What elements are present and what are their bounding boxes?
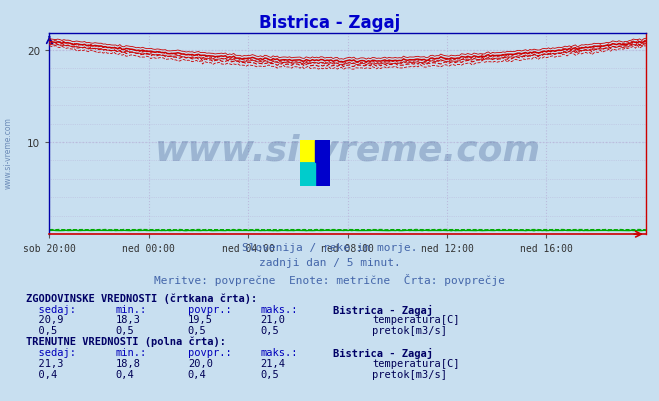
Text: sedaj:: sedaj:: [26, 347, 76, 357]
Text: sedaj:: sedaj:: [26, 304, 76, 314]
Text: pretok[m3/s]: pretok[m3/s]: [372, 325, 447, 335]
Text: Slovenija / reke in morje.: Slovenija / reke in morje.: [242, 243, 417, 253]
Text: 21,0: 21,0: [260, 314, 285, 324]
Text: temperatura[C]: temperatura[C]: [372, 358, 460, 368]
Text: temperatura[C]: temperatura[C]: [372, 314, 460, 324]
Text: 0,5: 0,5: [188, 325, 206, 335]
Text: www.si-vreme.com: www.si-vreme.com: [155, 134, 540, 167]
Text: 19,5: 19,5: [188, 314, 213, 324]
Text: maks.:: maks.:: [260, 304, 298, 314]
Text: 18,3: 18,3: [115, 314, 140, 324]
Text: www.si-vreme.com: www.si-vreme.com: [4, 117, 13, 188]
Text: povpr.:: povpr.:: [188, 347, 231, 357]
Text: min.:: min.:: [115, 347, 146, 357]
Text: Meritve: povprečne  Enote: metrične  Črta: povprečje: Meritve: povprečne Enote: metrične Črta:…: [154, 273, 505, 285]
Text: 20,9: 20,9: [26, 314, 64, 324]
Text: 0,4: 0,4: [26, 369, 57, 379]
Text: 21,4: 21,4: [260, 358, 285, 368]
Text: 0,4: 0,4: [188, 369, 206, 379]
Text: 0,5: 0,5: [115, 325, 134, 335]
Text: 0,5: 0,5: [260, 325, 279, 335]
Text: 0,4: 0,4: [115, 369, 134, 379]
Text: 0,5: 0,5: [26, 325, 57, 335]
Text: maks.:: maks.:: [260, 347, 298, 357]
Text: 21,3: 21,3: [26, 358, 64, 368]
Text: TRENUTNE VREDNOSTI (polna črta):: TRENUTNE VREDNOSTI (polna črta):: [26, 336, 226, 346]
Text: ZGODOVINSKE VREDNOSTI (črtkana črta):: ZGODOVINSKE VREDNOSTI (črtkana črta):: [26, 293, 258, 303]
Text: Bistrica - Zagaj: Bistrica - Zagaj: [333, 304, 433, 315]
Text: min.:: min.:: [115, 304, 146, 314]
Polygon shape: [300, 164, 315, 186]
Bar: [300, 140, 315, 164]
Text: Bistrica - Zagaj: Bistrica - Zagaj: [259, 14, 400, 32]
Bar: [315, 140, 330, 186]
Polygon shape: [300, 164, 315, 186]
Text: povpr.:: povpr.:: [188, 304, 231, 314]
Text: Bistrica - Zagaj: Bistrica - Zagaj: [333, 347, 433, 358]
Text: pretok[m3/s]: pretok[m3/s]: [372, 369, 447, 379]
Text: 0,5: 0,5: [260, 369, 279, 379]
Text: 18,8: 18,8: [115, 358, 140, 368]
Text: zadnji dan / 5 minut.: zadnji dan / 5 minut.: [258, 258, 401, 268]
Text: 20,0: 20,0: [188, 358, 213, 368]
